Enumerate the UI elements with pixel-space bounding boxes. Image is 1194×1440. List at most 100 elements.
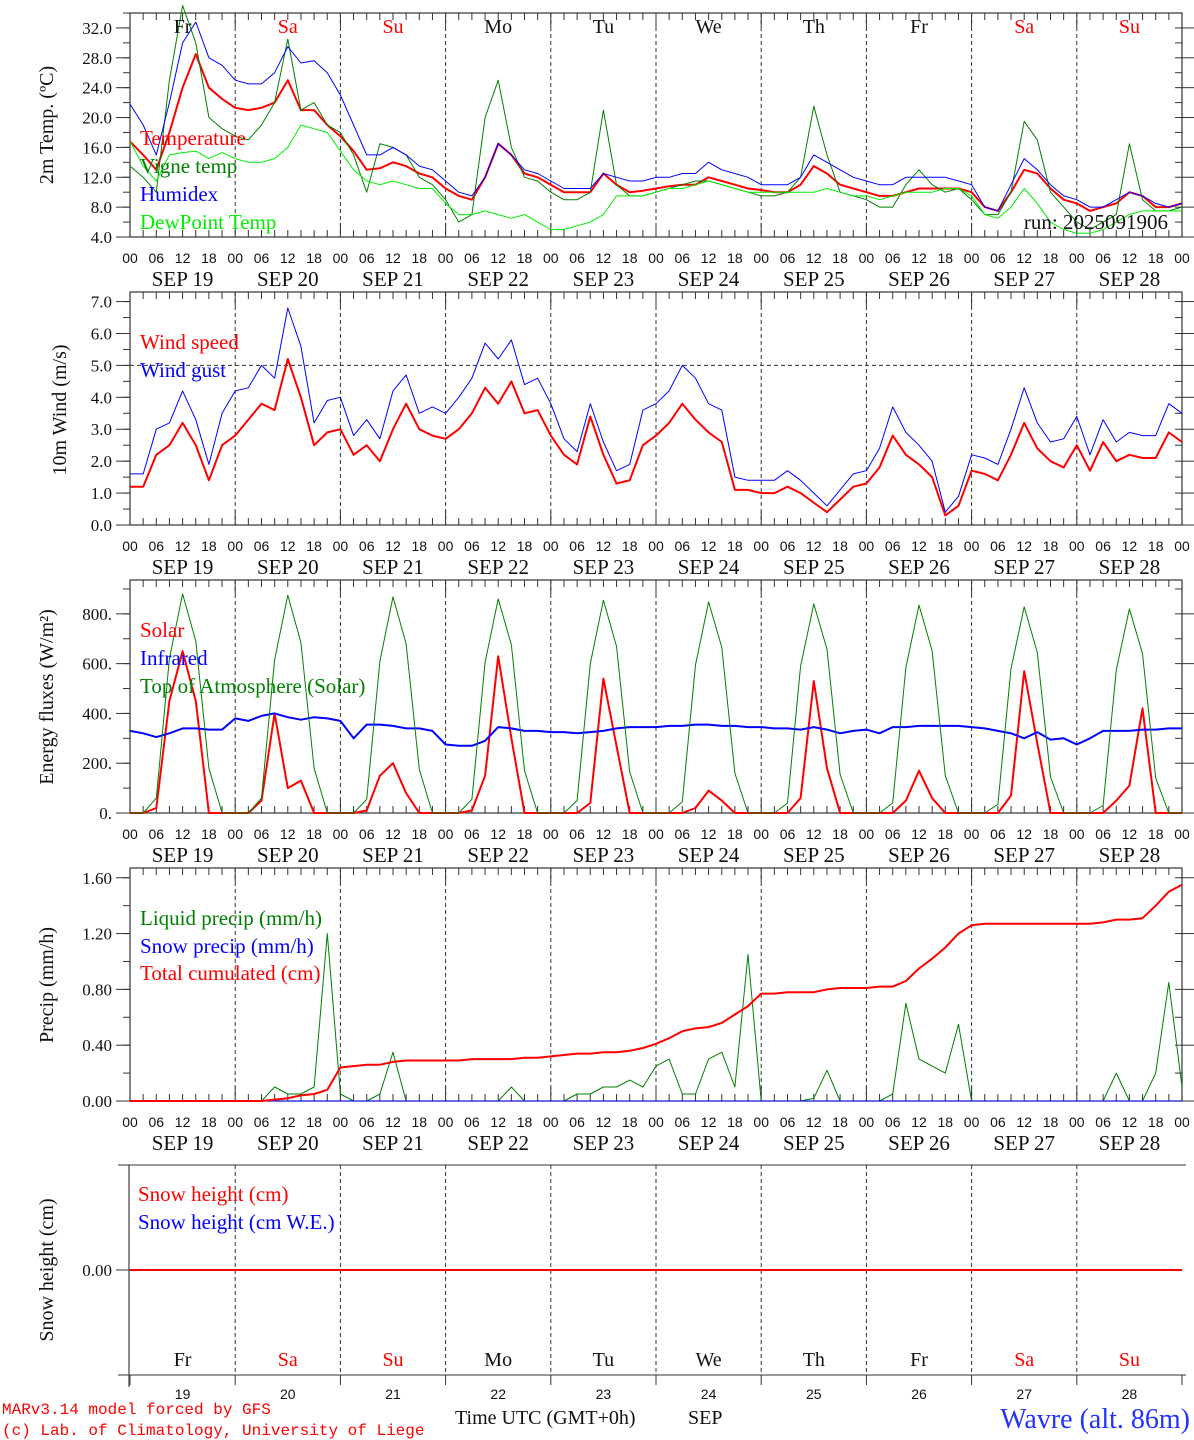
date-label: SEP 27 (993, 555, 1055, 579)
y-tick-label: 6.0 (91, 324, 112, 343)
hour-label: 12 (911, 1114, 927, 1130)
weekday-label: Sa (278, 1349, 298, 1371)
hour-label: 06 (990, 250, 1006, 266)
hour-label: 06 (569, 1114, 585, 1130)
weekday-label: We (696, 16, 722, 38)
date-label: SEP 20 (257, 1131, 319, 1155)
hour-label: 12 (596, 538, 612, 554)
hour-label: 12 (701, 826, 717, 842)
hour-label: 06 (464, 1114, 480, 1130)
weekday-label: Tu (593, 1349, 615, 1371)
hour-label: 18 (517, 826, 533, 842)
hour-label: 12 (806, 1114, 822, 1130)
weekday-label: Su (1119, 1349, 1140, 1371)
day-number-label: 21 (385, 1386, 401, 1402)
date-label: SEP 24 (678, 1131, 740, 1155)
weekday-label: Fr (910, 1349, 928, 1371)
hour-label: 12 (280, 538, 296, 554)
day-number-label: 27 (1016, 1386, 1032, 1402)
date-label: SEP 27 (993, 843, 1055, 867)
y-tick-label: 3.0 (91, 420, 112, 439)
y-tick-label: 32.0 (82, 19, 112, 38)
hour-label: 12 (280, 1114, 296, 1130)
hour-label: 00 (859, 826, 875, 842)
hour-label: 00 (1174, 1114, 1190, 1130)
hour-label: 06 (254, 826, 270, 842)
hour-label: 06 (990, 1114, 1006, 1130)
hour-label: 12 (1122, 538, 1138, 554)
legend-wind-gust: Wind gust (140, 358, 226, 382)
hour-label: 00 (227, 1114, 243, 1130)
hour-label: 00 (964, 538, 980, 554)
date-label: SEP 21 (362, 267, 424, 291)
hour-label: 18 (622, 538, 638, 554)
date-label: SEP 22 (467, 267, 529, 291)
date-label: SEP 19 (152, 555, 214, 579)
day-number-label: 24 (701, 1386, 717, 1402)
date-label: SEP 25 (783, 267, 845, 291)
hour-label: 06 (464, 538, 480, 554)
legend-temp: Temperature Vigne temp Humidex DewPoint … (140, 126, 276, 234)
lab-credit: (c) Lab. of Climatology, University of L… (2, 1422, 424, 1440)
series-wind-speed (130, 358, 1183, 517)
hour-label: 06 (780, 538, 796, 554)
hour-label: 18 (938, 826, 954, 842)
hour-label: 18 (1148, 1114, 1164, 1130)
hour-label: 00 (964, 1114, 980, 1130)
series-dewpoint-temp (129, 124, 1182, 234)
legend-snow-precip: Snow precip (mm/h) (140, 934, 314, 958)
hour-label: 00 (648, 250, 664, 266)
weekday-label: Su (382, 16, 403, 38)
y-tick-label: 0. (99, 804, 112, 823)
hour-label: 06 (254, 1114, 270, 1130)
y-tick-label: 800. (82, 605, 112, 624)
day-number-label: 23 (596, 1386, 612, 1402)
hour-label: 12 (175, 1114, 191, 1130)
hour-label: 18 (727, 1114, 743, 1130)
ylabel-precip: Precip (mm/h) (36, 927, 58, 1043)
legend-wind: Wind speed Wind gust (140, 330, 239, 382)
panel-energy: 00 06 12 18 00 06 12 18 00 06 12 18 00 06 12 18 00 06 12 18… (82, 579, 1194, 867)
date-label: SEP 22 (467, 843, 529, 867)
hour-label: 12 (1016, 538, 1032, 554)
hour-label: 18 (832, 826, 848, 842)
weekday-label: Su (382, 1349, 403, 1371)
hour-label: 00 (1069, 250, 1085, 266)
date-label: SEP 26 (888, 267, 950, 291)
hour-label: 18 (727, 538, 743, 554)
date-label: SEP 26 (888, 555, 950, 579)
hour-label: 00 (333, 250, 349, 266)
hour-label: 00 (964, 826, 980, 842)
legend-dewpoint: DewPoint Temp (140, 210, 276, 234)
hour-label: 00 (648, 826, 664, 842)
hour-label: 18 (1043, 1114, 1059, 1130)
hour-label: 06 (1095, 1114, 1111, 1130)
hour-label: 12 (280, 826, 296, 842)
hour-label: 18 (832, 250, 848, 266)
hour-label: 00 (648, 538, 664, 554)
hour-label: 18 (412, 250, 428, 266)
weekday-label: Mo (484, 16, 512, 38)
hour-label: 06 (149, 826, 165, 842)
hour-label: 18 (1148, 538, 1164, 554)
hour-label: 06 (1095, 250, 1111, 266)
hour-label: 18 (727, 826, 743, 842)
legend-wind-speed: Wind speed (140, 330, 239, 354)
hour-label: 06 (569, 826, 585, 842)
date-label: SEP 19 (152, 267, 214, 291)
date-label: SEP 24 (678, 555, 740, 579)
ylabel-snow: Snow height (cm) (36, 1198, 58, 1341)
weekday-label: Th (803, 1349, 825, 1371)
hour-label: 06 (149, 538, 165, 554)
hour-label: 12 (385, 250, 401, 266)
y-tick-label: 24.0 (82, 79, 112, 98)
hour-label: 18 (938, 250, 954, 266)
hour-label: 18 (1043, 538, 1059, 554)
y-tick-label: 7.0 (91, 293, 112, 312)
hour-label: 06 (359, 826, 375, 842)
hour-label: 00 (1174, 538, 1190, 554)
hour-label: 06 (254, 250, 270, 266)
hour-label: 18 (412, 538, 428, 554)
hour-label: 06 (990, 538, 1006, 554)
panel-snow: 19 20 21 22 23 24 25 26 27 28 Fr Sa Su Mo Tu We Th Fr Sa Su… (82, 1164, 1186, 1402)
